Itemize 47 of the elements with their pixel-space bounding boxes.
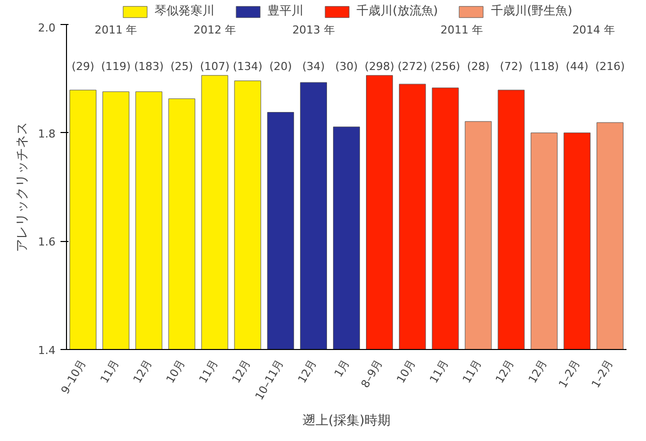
annotation: (183) (134, 60, 164, 73)
y-tick-label: 2.0 (38, 22, 56, 34)
annotation: (29) (72, 60, 94, 73)
legend-label: 琴似発寒川 (154, 2, 215, 20)
x-tick-label: 8–9月 (358, 357, 386, 390)
x-tick-label: 1–2月 (589, 357, 616, 390)
annotation: (30) (335, 60, 358, 73)
x-tick-label: 12月 (230, 357, 254, 386)
y-tick-label: 1.4 (38, 344, 56, 357)
annotation: (25) (170, 60, 194, 73)
legend-label: 豊平川 (268, 2, 304, 20)
annotation: 2013 年 (292, 24, 335, 36)
x-tick-label: 11月 (427, 357, 451, 386)
x-tick-label: 11月 (460, 357, 484, 386)
y-tick-label: 1.8 (38, 127, 56, 140)
annotation: (28) (466, 60, 490, 73)
annotation: 2014 年 (572, 24, 615, 36)
annotation: (216) (595, 60, 625, 73)
x-tick-label: 12月 (295, 357, 320, 386)
x-tick-label: 10月 (394, 357, 418, 386)
annotation: (107) (200, 60, 230, 73)
annotation: (34) (302, 60, 325, 73)
x-tick-label: 12月 (493, 357, 517, 386)
annotation: (119) (101, 60, 131, 73)
x-tick-label: 11月 (98, 357, 122, 386)
annotation: (298) (364, 60, 394, 73)
annotation: (72) (500, 60, 523, 73)
y-tick-label: 1.6 (38, 236, 56, 249)
legend-label: 千歳川(野生魚) (491, 2, 572, 20)
x-tick-label: 12月 (130, 357, 154, 386)
x-tick-label: 10月 (164, 357, 188, 386)
annotation: (134) (232, 60, 262, 73)
y-axis-title: アレリックリッチネス (15, 122, 30, 252)
x-tick-label: 11月 (196, 357, 220, 386)
x-tick-label: 1–2月 (556, 357, 583, 390)
annotation: 2012 年 (193, 24, 236, 36)
annotation: (256) (430, 60, 460, 73)
x-tick-label: 12月 (526, 357, 550, 386)
annotation: 2011 年 (440, 24, 484, 36)
x-tick-label: 1月 (332, 357, 352, 380)
legend-label: 千歳川(放流魚) (356, 2, 438, 20)
annotation: (20) (269, 60, 292, 73)
x-axis-title: 遡上(採集)時期 (302, 414, 391, 429)
annotation: (272) (398, 60, 428, 73)
annotation: (118) (529, 60, 559, 73)
annotation: (44) (566, 60, 588, 73)
annotation: 2011 年 (94, 24, 138, 36)
